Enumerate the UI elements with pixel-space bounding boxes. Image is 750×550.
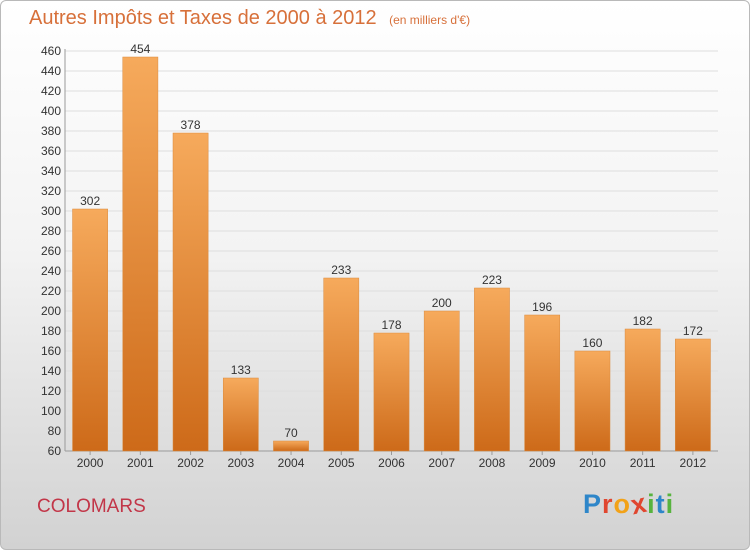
bar bbox=[122, 56, 159, 452]
data-label: 302 bbox=[80, 194, 100, 208]
bar bbox=[323, 277, 360, 452]
logo-letter: P bbox=[583, 489, 603, 519]
y-tick-label: 440 bbox=[41, 64, 61, 78]
logo-letter: i bbox=[647, 489, 656, 519]
logo-letter: t bbox=[655, 489, 666, 519]
y-tick-label: 180 bbox=[41, 324, 61, 338]
x-tick-label: 2001 bbox=[127, 456, 154, 470]
y-tick-label: 280 bbox=[41, 224, 61, 238]
data-label: 196 bbox=[532, 300, 552, 314]
x-tick-label: 2008 bbox=[479, 456, 506, 470]
data-label: 70 bbox=[284, 426, 298, 440]
bar bbox=[222, 377, 259, 452]
x-tick-label: 2010 bbox=[579, 456, 606, 470]
y-tick-label: 320 bbox=[41, 184, 61, 198]
x-tick-label: 2012 bbox=[680, 456, 707, 470]
x-tick-labels: 2000 2001 2002 2003 2004 2005 2006 2007 2008 2009… bbox=[77, 456, 707, 470]
logo-letter: r bbox=[602, 489, 614, 519]
y-tick-label: 100 bbox=[41, 404, 61, 418]
data-label: 378 bbox=[181, 118, 201, 132]
data-label: 454 bbox=[130, 42, 150, 56]
x-tick-label: 2007 bbox=[428, 456, 455, 470]
bar bbox=[172, 132, 209, 452]
x-tick-label: 2009 bbox=[529, 456, 556, 470]
y-tick-label: 300 bbox=[41, 204, 61, 218]
bars bbox=[72, 56, 711, 452]
y-tick-label: 360 bbox=[41, 144, 61, 158]
value-labels: 302 454 378 133 70 233 178 200 223 196 160 182 172 bbox=[80, 42, 703, 440]
data-label: 160 bbox=[582, 336, 602, 350]
x-tick-label: 2006 bbox=[378, 456, 405, 470]
y-tick-label: 160 bbox=[41, 344, 61, 358]
bar bbox=[373, 332, 410, 452]
bar bbox=[675, 338, 711, 452]
y-tick-label: 340 bbox=[41, 164, 61, 178]
x-tick-label: 2002 bbox=[177, 456, 204, 470]
proxiti-logo: Proxiti bbox=[583, 488, 675, 521]
data-label: 233 bbox=[331, 263, 351, 277]
y-tick-label: 60 bbox=[48, 444, 62, 458]
chart-unit: (en milliers d'€) bbox=[389, 13, 471, 27]
x-tick-label: 2003 bbox=[227, 456, 254, 470]
y-tick-labels: 60 80 100 120 140 160 180 200 220 240 260 280 300 320… bbox=[41, 44, 61, 458]
title-row: Autres Impôts et Taxes de 2000 à 2012 (e… bbox=[29, 7, 470, 30]
bar bbox=[524, 314, 561, 452]
bar bbox=[474, 287, 510, 452]
data-label: 182 bbox=[633, 314, 653, 328]
x-tick-label: 2005 bbox=[328, 456, 355, 470]
y-tick-label: 200 bbox=[41, 304, 61, 318]
data-label: 133 bbox=[231, 363, 251, 377]
data-label: 172 bbox=[683, 324, 703, 338]
x-tick-label: 2004 bbox=[278, 456, 305, 470]
data-label: 178 bbox=[381, 318, 401, 332]
bar bbox=[423, 310, 460, 452]
y-tick-label: 400 bbox=[41, 104, 61, 118]
commune-name: COLOMARS bbox=[37, 496, 146, 517]
bar bbox=[624, 328, 661, 452]
logo-letter: i bbox=[665, 489, 675, 519]
y-tick-label: 120 bbox=[41, 384, 61, 398]
y-tick-label: 140 bbox=[41, 364, 61, 378]
x-tick-label: 2011 bbox=[630, 456, 656, 470]
bar bbox=[72, 208, 108, 452]
y-tick-label: 380 bbox=[41, 124, 61, 138]
data-label: 200 bbox=[432, 296, 452, 310]
y-tick-label: 420 bbox=[41, 84, 61, 98]
chart-title: Autres Impôts et Taxes de 2000 à 2012 bbox=[29, 7, 377, 29]
y-tick-label: 80 bbox=[48, 424, 62, 438]
logo-letter: o bbox=[613, 489, 632, 519]
bar bbox=[574, 350, 611, 452]
y-tick-label: 220 bbox=[41, 284, 61, 298]
y-tick-label: 240 bbox=[41, 264, 61, 278]
bar bbox=[273, 440, 309, 452]
y-tick-label: 260 bbox=[41, 244, 61, 258]
data-label: 223 bbox=[482, 273, 502, 287]
y-tick-label: 460 bbox=[41, 44, 61, 58]
x-tick-label: 2000 bbox=[77, 456, 104, 470]
